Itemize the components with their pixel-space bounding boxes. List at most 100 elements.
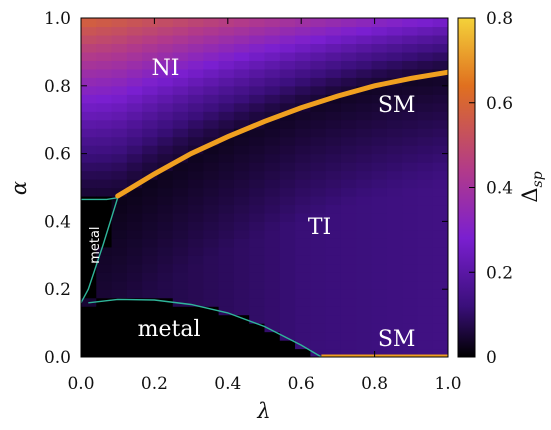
heatmap-cell: [142, 204, 159, 214]
heatmap-cell: [188, 77, 204, 87]
heatmap-cell: [142, 323, 159, 333]
heatmap-cell: [96, 68, 113, 78]
heatmap-cell: [310, 348, 327, 357]
heatmap-cell: [96, 43, 113, 53]
heatmap-cell: [233, 34, 250, 45]
heatmap-cell: [340, 323, 357, 333]
colorbar-label-main: Δ: [518, 187, 542, 202]
heatmap-cell: [264, 34, 281, 45]
heatmap-cell: [172, 263, 189, 273]
heatmap-cell: [432, 280, 448, 290]
heatmap-cell: [279, 26, 296, 36]
heatmap-cell: [188, 331, 204, 341]
heatmap-cell: [371, 111, 388, 121]
heatmap-cell: [188, 162, 204, 172]
heatmap-cell: [340, 111, 357, 121]
x-axis: 0.0 0.2 0.4 0.6 0.8 1.0: [67, 18, 462, 394]
heatmap-cell: [218, 18, 235, 28]
heatmap-cell: [432, 229, 448, 239]
heatmap-cell: [111, 289, 128, 299]
heatmap-cell: [264, 102, 281, 112]
heatmap-cell: [126, 34, 143, 45]
heatmap-cell: [157, 187, 174, 197]
heatmap-cell: [279, 145, 296, 155]
heatmap-cell: [142, 34, 159, 45]
heatmap-cell: [325, 195, 342, 206]
heatmap-cell: [172, 77, 189, 87]
heatmap-cell: [157, 306, 174, 316]
heatmap-cell: [157, 111, 174, 121]
heatmap-cell: [310, 280, 327, 290]
heatmap-cell: [172, 280, 189, 290]
heatmap-cell: [203, 153, 220, 163]
heatmap-cell: [310, 128, 327, 138]
heatmap-cell: [142, 94, 159, 104]
heatmap-cell: [417, 297, 434, 307]
heatmap-cell: [172, 136, 189, 146]
heatmap-cell: [264, 306, 281, 316]
heatmap-cell: [279, 153, 296, 163]
heatmap-cell: [402, 289, 419, 299]
heatmap-cell: [218, 246, 235, 256]
heatmap-cell: [157, 26, 174, 36]
heatmap-cell: [172, 195, 189, 206]
heatmap-cell: [279, 51, 296, 61]
heatmap-cell: [417, 119, 434, 129]
heatmap-cell: [203, 238, 220, 248]
heatmap-cell: [295, 195, 311, 206]
heatmap-cell: [295, 221, 311, 231]
heatmap-cell: [371, 170, 388, 180]
heatmap-cell: [386, 51, 403, 61]
heatmap-cell: [295, 323, 311, 333]
heatmap-cell: [81, 289, 97, 299]
heatmap-cell: [432, 314, 448, 324]
heatmap-cell: [432, 162, 448, 172]
heatmap-cell: [233, 195, 250, 206]
heatmap-cell: [218, 145, 235, 155]
heatmap-cell: [432, 77, 448, 87]
heatmap-cell: [126, 94, 143, 104]
heatmap-cell: [310, 18, 327, 28]
heatmap-cell: [111, 255, 128, 265]
heatmap-cell: [126, 26, 143, 36]
heatmap-cell: [249, 85, 266, 95]
heatmap-cell: [126, 229, 143, 239]
heatmap-cell: [340, 340, 357, 350]
region-label: TI: [308, 215, 331, 240]
heatmap-cell: [233, 212, 250, 222]
heatmap-cell: [233, 94, 250, 104]
heatmap-cell: [142, 162, 159, 172]
heatmap-cell: [96, 306, 113, 316]
heatmap-cell: [142, 229, 159, 239]
heatmap-cell: [279, 229, 296, 239]
heatmap-cell: [249, 68, 266, 78]
heatmap-cell: [386, 162, 403, 172]
heatmap-cell: [142, 153, 159, 163]
heatmap-cell: [81, 34, 97, 45]
heatmap-cell: [386, 153, 403, 163]
heatmap-cell: [126, 111, 143, 121]
heatmap-cell: [203, 136, 220, 146]
heatmap-cell: [340, 212, 357, 222]
heatmap-cell: [233, 145, 250, 155]
heatmap-cell: [432, 348, 448, 357]
heatmap-cell: [249, 162, 266, 172]
heatmap-cell: [432, 340, 448, 350]
heatmap-cell: [310, 26, 327, 36]
heatmap-cell: [81, 136, 97, 146]
heatmap-cell: [218, 306, 235, 316]
heatmap-cell: [96, 128, 113, 138]
heatmap-cell: [203, 145, 220, 155]
heatmap-cell: [325, 221, 342, 231]
heatmap-cell: [340, 195, 357, 206]
heatmap-cell: [417, 136, 434, 146]
heatmap-cell: [157, 136, 174, 146]
heatmap-cell: [233, 119, 250, 129]
heatmap-cell: [371, 204, 388, 214]
heatmap-cell: [325, 238, 342, 248]
heatmap-cell: [432, 34, 448, 45]
heatmap-cell: [340, 77, 357, 87]
heatmap-cell: [417, 255, 434, 265]
heatmap-cell: [325, 331, 342, 341]
heatmap-cell: [233, 170, 250, 180]
